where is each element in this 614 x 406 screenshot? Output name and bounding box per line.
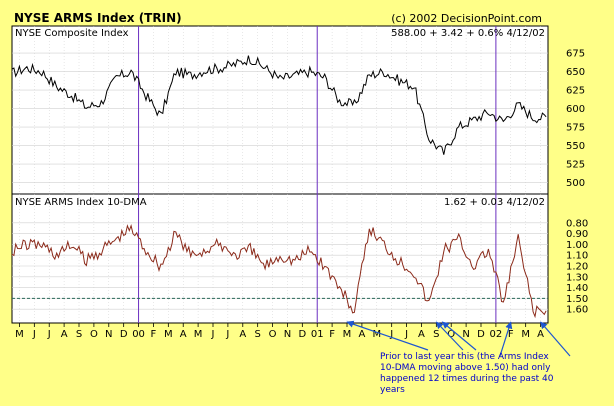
bottom-ytick-label: 1.40 bbox=[566, 283, 588, 294]
x-tick-label: M bbox=[164, 329, 173, 340]
x-tick-label: S bbox=[254, 329, 260, 340]
x-tick-label: A bbox=[180, 329, 187, 340]
callout-arrow bbox=[435, 321, 464, 351]
arms-index-line bbox=[11, 223, 547, 319]
top-ytick-label: 550 bbox=[566, 141, 585, 152]
callout-arrows bbox=[346, 320, 571, 357]
callout-arrow bbox=[499, 321, 513, 357]
bottom-ytick-label: 1.00 bbox=[566, 240, 588, 251]
top-ytick-label: 575 bbox=[566, 123, 585, 134]
x-tick-label: J bbox=[32, 329, 36, 340]
x-tick-label: J bbox=[211, 329, 215, 340]
x-tick-label: M bbox=[15, 329, 24, 340]
x-tick-label: N bbox=[284, 329, 291, 340]
annotation-text: Prior to last year this (the Arms Index … bbox=[380, 352, 554, 395]
x-tick-label: M bbox=[521, 329, 530, 340]
y-tick-labels: 500 525 550 575 600 625 650 675 0.800.901.001.10… bbox=[566, 49, 588, 316]
x-tick-label: M bbox=[343, 329, 352, 340]
callout-arrow bbox=[540, 321, 571, 357]
top-ytick-label: 625 bbox=[566, 86, 585, 97]
nyse-composite-line bbox=[11, 55, 547, 155]
x-tick-label: A bbox=[537, 329, 544, 340]
x-tick-label: M bbox=[194, 329, 203, 340]
top-panel bbox=[11, 25, 549, 195]
x-tick-label: A bbox=[418, 329, 425, 340]
x-tick-label: O bbox=[90, 329, 98, 340]
top-ytick-label: 525 bbox=[566, 160, 585, 171]
x-tick-label: F bbox=[329, 329, 335, 340]
bottom-ytick-label: 1.30 bbox=[566, 272, 588, 283]
x-tick-label: N bbox=[105, 329, 112, 340]
x-tick-label: J bbox=[389, 329, 393, 340]
x-tick-label: F bbox=[508, 329, 514, 340]
x-tick-label: D bbox=[120, 329, 128, 340]
bottom-panel bbox=[11, 193, 549, 324]
x-tick-label: M bbox=[372, 329, 381, 340]
x-tick-label: O bbox=[269, 329, 277, 340]
x-tick-label: J bbox=[47, 329, 51, 340]
x-tick-label: A bbox=[239, 329, 246, 340]
bottom-panel-readout: 1.62 + 0.03 4/12/02 bbox=[444, 197, 545, 208]
x-tick-label: O bbox=[447, 329, 455, 340]
x-tick-label: 02 bbox=[490, 329, 503, 340]
top-panel-label: NYSE Composite Index bbox=[15, 28, 129, 39]
top-ytick-label: 600 bbox=[566, 104, 585, 115]
x-tick-label: S bbox=[433, 329, 439, 340]
x-tick-label: J bbox=[404, 329, 408, 340]
bottom-ytick-label: 0.90 bbox=[566, 229, 588, 240]
callout-arrow bbox=[441, 321, 477, 351]
top-ytick-label: 650 bbox=[566, 67, 585, 78]
top-ytick-label: 675 bbox=[566, 49, 585, 60]
x-tick-labels: M J J A S O N D 00 F M A M J J A S O N D 01 F M A M J J A S O N D 02 F M A bbox=[15, 323, 544, 340]
x-tick-label: A bbox=[358, 329, 365, 340]
callout-arrow bbox=[346, 320, 429, 351]
x-tick-label: 01 bbox=[311, 329, 324, 340]
grid-layer bbox=[12, 26, 548, 323]
bottom-ytick-label: 1.10 bbox=[566, 251, 588, 262]
x-tick-label: 00 bbox=[132, 329, 145, 340]
bottom-ytick-label: 0.80 bbox=[566, 218, 588, 229]
bottom-ytick-label: 1.60 bbox=[566, 305, 588, 316]
chart-title: NYSE ARMS Index (TRIN) bbox=[14, 11, 182, 25]
bottom-ytick-label: 1.50 bbox=[566, 294, 588, 305]
x-tick-label: S bbox=[76, 329, 82, 340]
x-tick-label: A bbox=[61, 329, 68, 340]
x-tick-label: N bbox=[462, 329, 469, 340]
x-tick-label: D bbox=[298, 329, 306, 340]
bottom-ytick-label: 1.20 bbox=[566, 262, 588, 273]
top-panel-readout: 588.00 + 3.42 + 0.6% 4/12/02 bbox=[391, 28, 545, 39]
credit-text: (c) 2002 DecisionPoint.com bbox=[391, 12, 542, 25]
x-tick-label: D bbox=[477, 329, 485, 340]
series-layer bbox=[11, 55, 547, 319]
x-tick-label: F bbox=[151, 329, 157, 340]
bottom-panel-label: NYSE ARMS Index 10-DMA bbox=[15, 197, 147, 208]
x-tick-label: J bbox=[225, 329, 229, 340]
top-ytick-label: 500 bbox=[566, 178, 585, 189]
year-dividers bbox=[138, 26, 497, 323]
